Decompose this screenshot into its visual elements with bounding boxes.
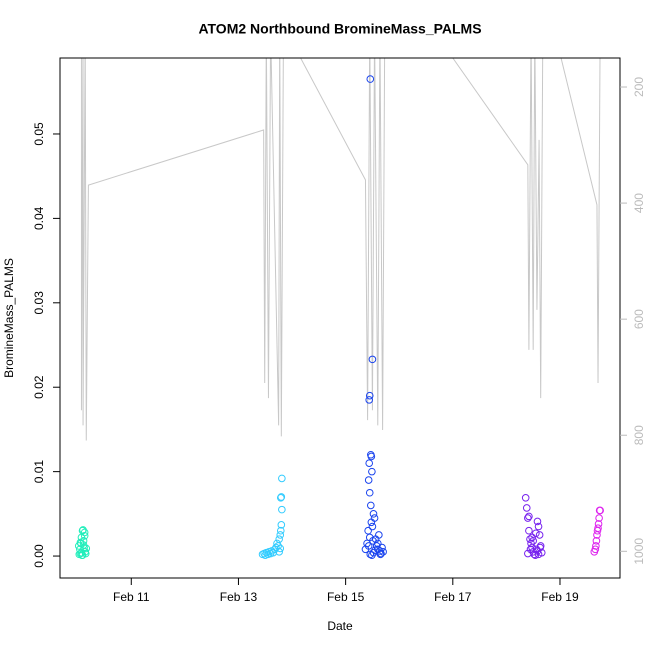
y2-tick-label: 600 <box>632 309 646 329</box>
profile-line <box>80 58 601 441</box>
point <box>525 512 533 521</box>
point <box>525 526 533 535</box>
x-tick-label: Feb 19 <box>541 590 579 604</box>
point <box>369 510 378 518</box>
point <box>524 514 532 522</box>
point <box>594 524 602 532</box>
point <box>278 505 286 514</box>
point <box>534 522 543 531</box>
x-tick-label: Feb 11 <box>113 590 150 604</box>
point <box>528 533 536 542</box>
y-tick-label: 0.03 <box>32 291 46 315</box>
x-axis-label: Date <box>327 619 353 633</box>
y-axis-label: BromineMass_PALMS <box>2 258 16 378</box>
y-tick-label: 0.05 <box>32 122 46 146</box>
y2-tick-label: 400 <box>632 193 646 213</box>
point <box>368 522 377 531</box>
point <box>365 488 374 497</box>
point <box>276 526 285 535</box>
point <box>536 543 544 552</box>
point <box>75 550 84 559</box>
point <box>535 531 544 539</box>
point <box>524 549 532 558</box>
point <box>373 539 382 548</box>
point <box>76 549 85 558</box>
point <box>365 396 374 404</box>
point <box>367 452 376 461</box>
y-tick-label: 0.01 <box>32 460 46 484</box>
point <box>596 506 604 515</box>
point <box>365 459 374 467</box>
point <box>527 539 535 548</box>
point <box>375 531 383 539</box>
point <box>365 533 374 542</box>
point <box>529 537 537 545</box>
point <box>531 551 540 560</box>
plot-frame <box>59 57 621 579</box>
chart-title: ATOM2 Northbound BromineMass_PALMS <box>198 21 481 37</box>
point <box>275 548 283 556</box>
y2-tick-label: 200 <box>632 77 646 97</box>
point <box>367 501 375 510</box>
point <box>592 542 600 550</box>
point <box>364 542 373 550</box>
point <box>379 548 387 556</box>
point <box>534 550 543 559</box>
point <box>276 531 285 539</box>
x-tick-label: Feb 13 <box>220 590 258 604</box>
point <box>594 520 603 528</box>
point <box>278 474 286 483</box>
point <box>366 75 375 83</box>
point <box>533 517 542 526</box>
point <box>591 545 600 554</box>
point <box>80 528 89 537</box>
y-tick-label: 0.04 <box>32 206 46 230</box>
point <box>76 538 85 547</box>
y2-tick-label: 1000 <box>632 538 646 565</box>
point <box>532 529 540 538</box>
point <box>368 467 376 476</box>
point <box>80 531 89 540</box>
point <box>522 504 531 512</box>
point <box>368 355 377 364</box>
point <box>78 551 87 560</box>
y2-tick-label: 800 <box>632 425 646 445</box>
point <box>277 521 286 529</box>
point <box>595 514 603 522</box>
point <box>365 391 374 400</box>
point <box>275 535 283 543</box>
point <box>376 550 385 559</box>
point <box>276 494 285 502</box>
plot-area <box>74 58 604 560</box>
point <box>364 526 372 535</box>
point <box>592 537 601 545</box>
point <box>364 476 373 484</box>
point <box>371 546 379 554</box>
point <box>378 543 386 552</box>
x-tick-label: Feb 17 <box>434 590 472 604</box>
y-tick-label: 0.00 <box>32 544 46 568</box>
x-tick-label: Feb 15 <box>327 590 365 604</box>
y-tick-label: 0.02 <box>32 375 46 399</box>
point <box>276 544 285 553</box>
point <box>367 518 376 527</box>
point <box>521 494 530 502</box>
point <box>526 545 535 554</box>
